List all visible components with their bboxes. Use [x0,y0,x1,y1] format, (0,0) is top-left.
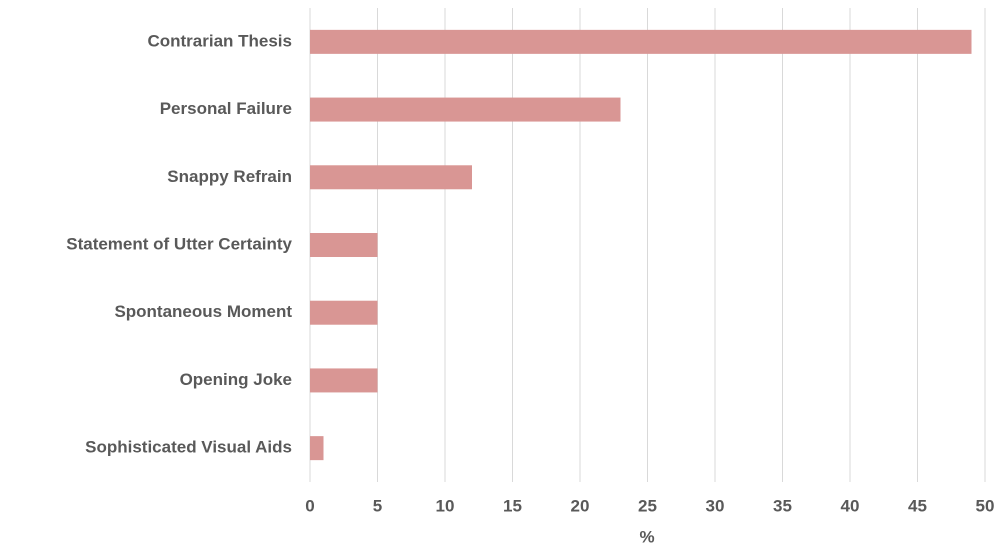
bar [310,165,472,190]
x-tick-label: 50 [976,496,995,515]
x-tick-label: 35 [773,496,792,515]
x-tick-label: 10 [436,496,455,515]
x-tick-label: 5 [373,496,382,515]
y-tick-label: Statement of Utter Certainty [66,234,292,253]
x-axis-label: % [639,527,654,546]
y-tick-label: Contrarian Thesis [147,31,292,50]
y-tick-label: Snappy Refrain [167,167,292,186]
bar [310,368,378,393]
x-tick-label: 20 [571,496,590,515]
bar [310,97,621,122]
x-tick-label: 0 [305,496,314,515]
x-tick-label: 30 [706,496,725,515]
x-tick-label: 15 [503,496,522,515]
x-tick-label: 45 [908,496,927,515]
bar [310,29,972,54]
bar [310,233,378,257]
y-tick-label: Sophisticated Visual Aids [85,438,292,457]
x-tick-label: 40 [841,496,860,515]
y-tick-label: Opening Joke [180,370,292,389]
bar [310,436,324,461]
bar [310,300,378,325]
x-tick-label: 25 [638,496,657,515]
y-tick-label: Personal Failure [160,99,292,118]
y-tick-label: Spontaneous Moment [114,302,292,321]
